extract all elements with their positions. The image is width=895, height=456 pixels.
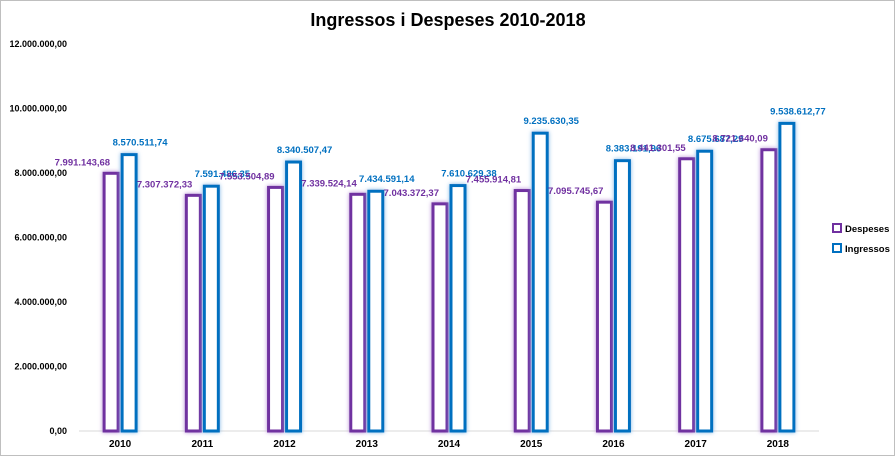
ingressos-bar	[285, 160, 303, 433]
legend-item-despeses: Despeses	[832, 223, 889, 235]
despeses-data-label: 7.307.372,33	[137, 179, 192, 190]
x-tick-label: 2010	[109, 439, 132, 450]
x-tick-label: 2015	[520, 439, 543, 450]
despeses-bar	[760, 148, 778, 433]
legend-swatch	[832, 243, 842, 253]
ingressos-data-label: 7.434.591,14	[359, 174, 415, 185]
x-tick-label: 2016	[602, 439, 625, 450]
y-axis: 0,00 2.000.000,00 4.000.000,00 6.000.000,00…	[9, 39, 67, 436]
despeses-data-label: 7.455.914,81	[466, 175, 522, 186]
despeses-bar	[349, 192, 367, 433]
legend: Despeses Ingressos	[832, 223, 890, 255]
x-axis: 2010 2011 2012 2013 2014 2015 2016 2017 2018	[79, 430, 819, 450]
despeses-bar	[431, 202, 449, 433]
ingressos-data-label: 8.383.191,96	[606, 144, 661, 155]
y-tick-label: 0,00	[49, 426, 67, 436]
ingressos-data-label: 9.538.612,77	[770, 106, 825, 117]
ingressos-bar	[202, 184, 220, 433]
legend-label: Despeses	[845, 224, 889, 235]
despeses-data-label: 7.339.524,14	[301, 178, 357, 189]
despeses-bar	[184, 193, 202, 433]
ingressos-bar	[531, 131, 549, 433]
y-tick-label: 10.000.000,00	[9, 104, 67, 114]
x-tick-label: 2012	[273, 439, 296, 450]
data-labels-group: 7.991.143,688.570.511,74 7.307.372,337.59…	[55, 106, 826, 198]
y-tick-label: 2.000.000,00	[14, 362, 67, 372]
ingressos-bar	[120, 153, 138, 433]
ingressos-data-label: 8.340.507,47	[277, 145, 332, 156]
ingressos-data-label: 7.610.629,38	[441, 169, 496, 180]
bars-group	[102, 121, 796, 433]
despeses-data-label: 8.721.640,09	[712, 134, 767, 145]
despeses-data-label: 7.043.372,37	[384, 188, 439, 199]
despeses-bar	[267, 185, 285, 433]
despeses-data-label: 7.991.143,68	[55, 157, 110, 168]
x-tick-label: 2014	[438, 439, 461, 450]
despeses-data-label: 8.441.301,55	[630, 143, 686, 154]
ingressos-bar	[449, 184, 467, 433]
ingressos-data-label: 9.235.630,35	[523, 116, 579, 127]
ingressos-bar	[778, 121, 796, 433]
y-tick-label: 4.000.000,00	[14, 297, 67, 307]
y-tick-label: 6.000.000,00	[14, 233, 67, 243]
despeses-bar	[102, 171, 120, 433]
ingressos-data-label: 8.570.511,74	[113, 138, 169, 149]
legend-item-ingressos: Ingressos	[832, 243, 890, 255]
despeses-bar	[678, 157, 696, 433]
y-tick-label: 12.000.000,00	[9, 39, 67, 49]
x-tick-label: 2013	[356, 439, 379, 450]
despeses-bar	[513, 189, 531, 433]
x-tick-label: 2018	[767, 439, 790, 450]
x-tick-label: 2017	[685, 439, 708, 450]
ingressos-bar	[613, 159, 631, 433]
legend-label: Ingressos	[845, 244, 890, 255]
despeses-data-label: 7.095.745,67	[548, 186, 603, 197]
ingressos-data-label: 7.591.486,35	[195, 169, 251, 180]
chart-title: Ingressos i Despeses 2010-2018	[310, 10, 585, 30]
despeses-bar	[595, 200, 613, 433]
y-tick-label: 8.000.000,00	[14, 168, 67, 178]
legend-swatch	[832, 223, 842, 233]
x-tick-label: 2011	[191, 439, 213, 450]
ingressos-bar	[696, 149, 714, 433]
ingressos-bar	[367, 189, 385, 433]
ingressos-data-label: 8.675.687,29	[688, 134, 743, 145]
despeses-data-label: 7.553.504,89	[219, 171, 274, 182]
